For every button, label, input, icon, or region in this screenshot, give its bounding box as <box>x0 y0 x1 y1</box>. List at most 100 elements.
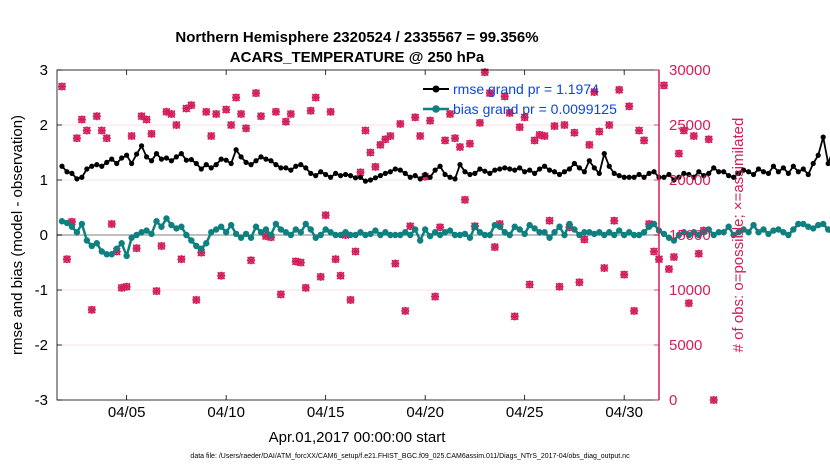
right-y-tick-label: 25000 <box>669 117 711 134</box>
bias-point <box>58 218 66 225</box>
bias-point <box>471 223 479 230</box>
bias-point <box>466 234 474 241</box>
rmse-point <box>482 168 488 174</box>
bias-point <box>606 229 613 236</box>
rmse-point <box>631 174 637 180</box>
obs-assimilated-marker <box>271 107 280 116</box>
bias-point <box>108 251 115 258</box>
rmse-point <box>397 167 403 173</box>
bias-point <box>188 237 195 244</box>
x-tick-label: 04/10 <box>207 404 245 421</box>
rmse-point <box>755 166 762 172</box>
x-axis-label: Apr.01,2017 00:00:00 start <box>269 429 447 446</box>
right-y-tick-label: 0 <box>669 392 677 409</box>
bias-point <box>237 234 245 241</box>
bias-point <box>198 245 205 252</box>
obs-assimilated-marker <box>177 255 186 264</box>
obs-assimilated-marker <box>247 256 256 265</box>
obs-assimilated-marker <box>490 243 499 252</box>
rmse-point <box>726 173 732 179</box>
rmse-point <box>546 167 553 173</box>
rmse-point <box>392 166 398 172</box>
bias-point <box>357 229 364 236</box>
bias-point <box>541 229 548 236</box>
obs-assimilated-marker <box>684 299 693 308</box>
bias-point <box>382 229 389 236</box>
bias-point <box>272 220 280 228</box>
bias-point <box>516 226 523 233</box>
bias-point <box>73 229 81 236</box>
obs-assimilated-marker <box>286 110 295 118</box>
bias-point <box>576 231 583 239</box>
rmse-point <box>183 157 189 163</box>
rmse-point <box>810 160 816 167</box>
bias-point <box>571 226 578 233</box>
bias-point <box>561 231 568 239</box>
obs-assimilated-marker <box>455 143 464 151</box>
rmse-point <box>104 159 110 165</box>
x-axis-ticks: 04/05 04/10 04/15 04/20 04/25 04/30 <box>108 70 643 421</box>
obs-assimilated-marker <box>356 168 365 177</box>
obs-assimilated-marker <box>465 139 474 148</box>
y-tick-label: -1 <box>35 282 48 299</box>
obs-assimilated-marker <box>147 129 156 138</box>
rmse-point <box>218 156 224 162</box>
rmse-point <box>367 177 374 183</box>
rmse-point <box>691 174 697 180</box>
obs-assimilated-marker <box>610 216 619 225</box>
obs-assimilated-marker <box>704 135 713 144</box>
y-tick-label: -3 <box>35 392 48 409</box>
rmse-point <box>263 156 269 162</box>
rmse-point <box>522 169 528 175</box>
rmse-point <box>233 147 239 153</box>
obs-assimilated-marker <box>451 134 460 143</box>
rmse-point <box>352 175 359 181</box>
bias-point <box>531 225 538 232</box>
bias-point <box>332 231 339 239</box>
rmse-point <box>333 170 339 176</box>
bias-point <box>546 234 553 241</box>
bias-point <box>481 231 489 239</box>
obs-assimilated-marker <box>500 92 509 101</box>
bias-point <box>342 229 349 236</box>
rmse-point <box>268 158 274 164</box>
rmse-point <box>362 178 369 184</box>
rmse-point <box>581 169 587 175</box>
obs-assimilated-marker <box>296 258 305 267</box>
rmse-point <box>646 170 652 176</box>
x-tick-label: 04/20 <box>406 404 444 421</box>
x-tick-label: 04/25 <box>506 404 544 421</box>
obs-assimilated-marker <box>276 290 285 299</box>
bias-point <box>780 229 787 236</box>
obs-assimilated-marker <box>669 253 678 261</box>
bias-point <box>685 231 693 239</box>
bias-point <box>650 220 658 228</box>
obs-assimilated-marker <box>545 216 554 225</box>
obs-assimilated-marker <box>396 119 405 128</box>
bias-point <box>521 230 528 238</box>
obs-assimilated-marker <box>630 306 639 315</box>
bias-point <box>824 226 830 233</box>
obs-assimilated-marker <box>321 211 330 220</box>
bias-point <box>242 230 250 238</box>
rmse-point <box>561 169 568 175</box>
obs-assimilated-marker <box>371 162 380 171</box>
obs-assimilated-marker <box>346 295 355 304</box>
rmse-point <box>372 175 379 181</box>
bias-point <box>810 225 817 232</box>
right-y-tick-label: 15000 <box>669 227 711 244</box>
rmse-point <box>198 166 204 172</box>
bias-point <box>63 219 71 227</box>
bias-point <box>68 223 76 230</box>
obs-assimilated-marker <box>441 136 450 145</box>
rmse-point <box>248 162 254 168</box>
rmse-point <box>328 174 334 180</box>
obs-assimilated-marker <box>615 85 624 94</box>
rmse-point <box>457 162 463 168</box>
obs-assimilated-marker <box>107 220 116 228</box>
rmse-point <box>576 165 582 171</box>
rmse-point <box>387 169 393 175</box>
bias-point <box>506 231 513 239</box>
obs-assimilated-marker <box>306 106 315 115</box>
obs-assimilated-marker <box>620 270 629 279</box>
